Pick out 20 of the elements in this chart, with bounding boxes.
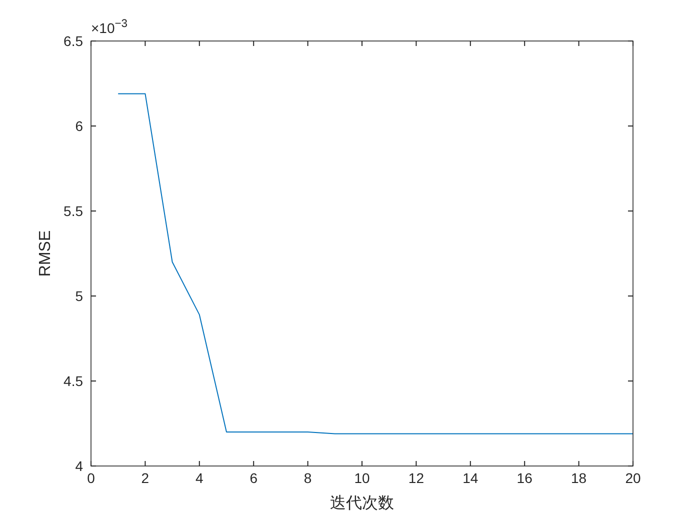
x-tick-label: 10 — [354, 470, 370, 486]
x-tick-label: 18 — [571, 470, 587, 486]
x-tick-label: 0 — [87, 470, 96, 486]
y-tick-label: 5.5 — [64, 203, 84, 219]
x-tick-label: 14 — [462, 470, 478, 486]
x-tick-label: 8 — [304, 470, 312, 486]
y-tick-label: 6 — [75, 118, 84, 134]
x-tick-label: 4 — [196, 470, 204, 486]
y-tick-label: 5 — [75, 288, 84, 304]
y-tick-label: 6.5 — [64, 33, 84, 49]
x-tick-label: 6 — [250, 470, 258, 486]
text: ×10$^{−3}$ — [91, 18, 128, 36]
y-axis-title: RMSE — [37, 230, 54, 277]
y-tick-label: 4.5 — [64, 373, 84, 389]
x-tick-label: 2 — [141, 470, 150, 486]
x-tick-label: 20 — [625, 470, 641, 486]
y-tick-label: 4 — [75, 458, 84, 474]
x-tick-label: 16 — [516, 470, 533, 486]
x-tick-label: 12 — [408, 470, 424, 486]
x-axis-title: 迭代次数 — [330, 494, 394, 512]
